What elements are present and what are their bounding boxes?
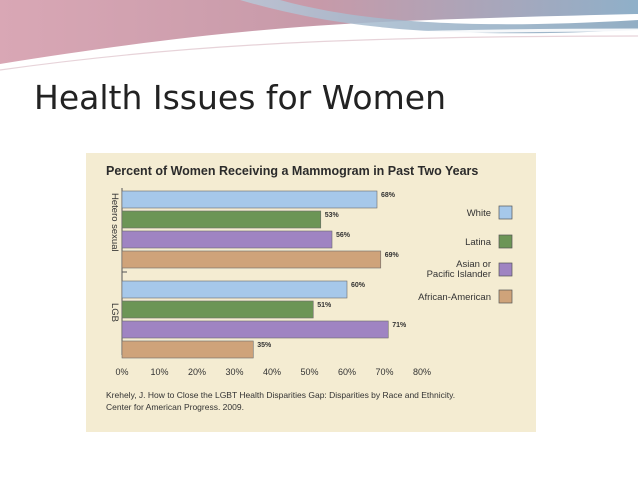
bar-lgb-asian-or-pacific-islander <box>121 320 389 339</box>
data-label-hetero-sexual-white: 68% <box>381 192 396 199</box>
legend-swatch-asian-or-pacific-islander <box>498 262 513 277</box>
group-label-heterosexual: Hetero sexual <box>109 193 120 252</box>
mammogram-bar-chart: Percent of Women Receiving a Mammogram i… <box>86 153 536 432</box>
x-tick-label: 10% <box>150 367 168 377</box>
data-label-lgb-asian-or-pacific-islander: 71% <box>392 322 407 329</box>
legend-label-african-american: African-American <box>418 292 491 303</box>
source-caption-line-1: Krehely, J. How to Close the LGBT Health… <box>106 390 455 400</box>
chart-figure: Percent of Women Receiving a Mammogram i… <box>86 153 536 432</box>
x-tick-label: 0% <box>115 367 128 377</box>
source-caption-line-2: Center for American Progress. 2009. <box>106 402 244 412</box>
chart-title: Percent of Women Receiving a Mammogram i… <box>106 164 478 178</box>
bar-lgb-african-american <box>121 340 254 359</box>
x-tick-label: 20% <box>188 367 206 377</box>
group-label-lgb: LGB <box>109 303 120 322</box>
x-tick-label: 70% <box>375 367 393 377</box>
bar-hetero-sexual-latina <box>121 210 322 229</box>
data-label-hetero-sexual-latina: 53% <box>325 212 340 219</box>
legend-label-latina: Latina <box>465 237 492 248</box>
bar-lgb-latina <box>121 300 314 319</box>
header-wave-line <box>0 28 638 68</box>
header-wave-top <box>0 0 638 64</box>
slide-title: Health Issues for Women <box>34 78 446 117</box>
bar-hetero-sexual-african-american <box>121 250 382 269</box>
legend-swatch-latina <box>498 234 513 249</box>
header-wave-line-thin <box>0 35 638 71</box>
data-label-lgb-white: 60% <box>351 282 366 289</box>
header-wave-swoosh <box>240 0 638 34</box>
x-tick-label: 60% <box>338 367 356 377</box>
legend-label-white: White <box>467 208 491 219</box>
bars-layer: 68% 53% 56% 69% 60% 51% 71% 35% <box>121 190 407 359</box>
x-tick-label: 40% <box>263 367 281 377</box>
data-label-lgb-latina: 51% <box>317 302 332 309</box>
data-label-lgb-african-american: 35% <box>257 342 272 349</box>
bar-hetero-sexual-white <box>121 190 378 209</box>
bar-hetero-sexual-asian-or-pacific-islander <box>121 230 333 249</box>
slide-header-decoration <box>0 0 638 71</box>
data-label-hetero-sexual-african-american: 69% <box>385 252 400 259</box>
x-tick-label: 30% <box>225 367 243 377</box>
x-axis-ticks: 0% 10% 20% 30% 40% 50% 60% 70% 80% <box>115 367 431 377</box>
legend-swatch-african-american <box>498 289 513 304</box>
data-label-hetero-sexual-asian-or-pacific-islander: 56% <box>336 232 351 239</box>
legend-swatch-white <box>498 205 513 220</box>
bar-lgb-white <box>121 280 348 299</box>
x-tick-label: 50% <box>300 367 318 377</box>
legend-label-asian-or-pacific-islander: Asian or Pacific Islander <box>427 259 491 280</box>
chart-legend: White Latina Asian or Pacific Islander Afric… <box>418 205 513 304</box>
x-tick-label: 80% <box>413 367 431 377</box>
